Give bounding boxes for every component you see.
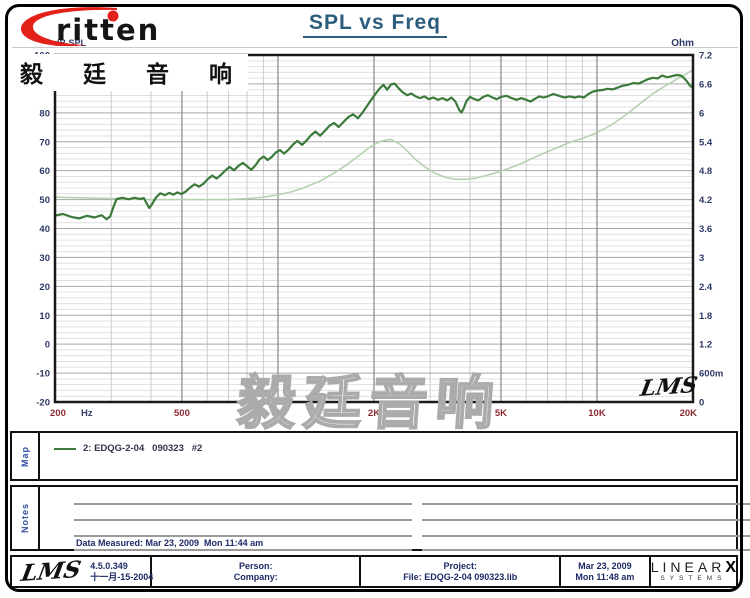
x-axis-tick: 2K <box>368 408 380 419</box>
notes-panel-label: Notes <box>20 502 30 533</box>
y-right-tick: 3 <box>699 253 704 264</box>
x-axis-tick: 200 <box>50 408 66 419</box>
y-left-tick: 80 <box>39 108 50 119</box>
map-panel-content: 2: EDQG-2-04 090323 #2 <box>40 433 736 479</box>
note-rule-line <box>422 535 750 537</box>
lms-footer-logo: LMS <box>19 556 84 587</box>
brand-logo: ritten <box>12 3 192 53</box>
footer-project-cell: Project: File: EDQG-2-04 090323.lib <box>361 557 561 586</box>
project-label: Project: <box>443 560 477 571</box>
y-left-tick: -10 <box>36 369 50 380</box>
footer-date-cell: Mar 23, 2009 Mon 11:48 am <box>561 557 651 586</box>
note-rule-line <box>74 535 412 537</box>
y-right-tick: 1.8 <box>699 311 712 322</box>
legend-entry: 2: EDQG-2-04 090323 #2 <box>54 443 202 454</box>
y-left-tick: 10 <box>39 311 50 322</box>
y-right-tick: 1.2 <box>699 340 712 351</box>
map-panel-label: Map <box>20 445 30 467</box>
x-axis-tick: 500 <box>174 408 190 419</box>
legend-swatch <box>54 447 76 450</box>
y-right-tick: 0 <box>699 398 704 409</box>
x-axis-tick: 20K <box>680 408 698 419</box>
note-rule-line <box>74 549 412 551</box>
brand-swoosh-icon <box>21 7 119 47</box>
person-label: Person: <box>238 560 273 571</box>
y-right-tick: 6.6 <box>699 79 712 90</box>
note-rule-line <box>422 549 750 551</box>
axis-labels: 1009080706050403020100-10-207.26.665.44.… <box>34 38 723 419</box>
notes-panel: Notes Data Measured: Mar 23, 2009 Mon 11… <box>10 485 750 551</box>
y-left-tick: 20 <box>39 282 50 293</box>
footer-version-cell: LMS 4.5.0.349 十一月-15-2004 <box>12 556 154 587</box>
linearx-logo: LINEARX <box>650 559 736 576</box>
x-axis-tick: 10K <box>588 408 606 419</box>
y-right-axis-title: Ohm <box>671 38 694 49</box>
brand-chinese-text: 毅 廷 音 响 <box>16 54 249 91</box>
project-file: File: EDQG-2-04 090323.lib <box>403 571 518 582</box>
footer-linearx-cell: LINEARX SYSTEMS <box>651 557 736 586</box>
spl-curve <box>53 73 695 221</box>
note-rule-line <box>74 503 412 505</box>
plot-border <box>53 53 695 404</box>
note-rule-line <box>422 519 750 521</box>
y-left-tick: 50 <box>39 195 50 206</box>
y-right-tick: 600m <box>699 369 723 380</box>
y-right-tick: 3.6 <box>699 224 712 235</box>
print-time: Mon 11:48 am <box>575 571 635 582</box>
y-right-tick: 2.4 <box>699 282 713 293</box>
footer-person-cell: Person: Company: <box>152 557 362 586</box>
software-version: 4.5.0.349 <box>90 560 128 571</box>
data-measured-text: Data Measured: Mar 23, 2009 Mon 11:44 am <box>76 538 264 548</box>
y-left-tick: -20 <box>36 398 50 409</box>
y-left-tick: 30 <box>39 253 50 264</box>
legend-text: 2: EDQG-2-04 090323 #2 <box>83 443 203 454</box>
notes-panel-content: Data Measured: Mar 23, 2009 Mon 11:44 am <box>40 487 750 551</box>
y-left-tick: 60 <box>39 166 50 177</box>
print-date: Mar 23, 2009 <box>578 560 632 571</box>
brand-text: ritten <box>56 13 161 47</box>
map-panel-label-cell: Map <box>12 433 40 479</box>
note-rule-line <box>74 519 412 521</box>
notes-panel-label-cell: Notes <box>12 487 40 549</box>
y-right-tick: 5.4 <box>699 137 713 148</box>
company-label: Company: <box>233 571 278 582</box>
y-right-tick: 4.8 <box>699 166 712 177</box>
y-left-tick: 70 <box>39 137 50 148</box>
y-right-tick: 7.2 <box>699 51 712 62</box>
y-right-tick: 6 <box>699 108 704 119</box>
software-version-date: 十一月-15-2004 <box>90 571 154 582</box>
y-left-axis-title: dB SPL <box>54 38 87 48</box>
x-axis-tick: 1K <box>272 408 284 419</box>
grid <box>55 54 693 403</box>
header-divider <box>12 47 738 48</box>
linearx-x: X <box>725 559 736 576</box>
linearx-systems-text: SYSTEMS <box>660 575 727 582</box>
y-right-tick: 4.2 <box>699 195 712 206</box>
footer-bar: LMS 4.5.0.349 十一月-15-2004 Person: Compan… <box>10 555 738 588</box>
note-rule-line <box>422 503 750 505</box>
watermark-text: 毅廷音响 <box>234 368 505 438</box>
map-panel: Map 2: EDQG-2-04 090323 #2 <box>10 431 738 481</box>
x-axis-tick: 5K <box>495 408 507 419</box>
lms-chart-logo: LMS <box>638 372 700 402</box>
page-title: SPL vs Freq <box>303 11 447 38</box>
y-left-tick: 0 <box>45 340 50 351</box>
x-axis-unit: Hz <box>81 408 93 419</box>
impedance-curve <box>54 68 694 201</box>
y-left-tick: 40 <box>39 224 50 235</box>
